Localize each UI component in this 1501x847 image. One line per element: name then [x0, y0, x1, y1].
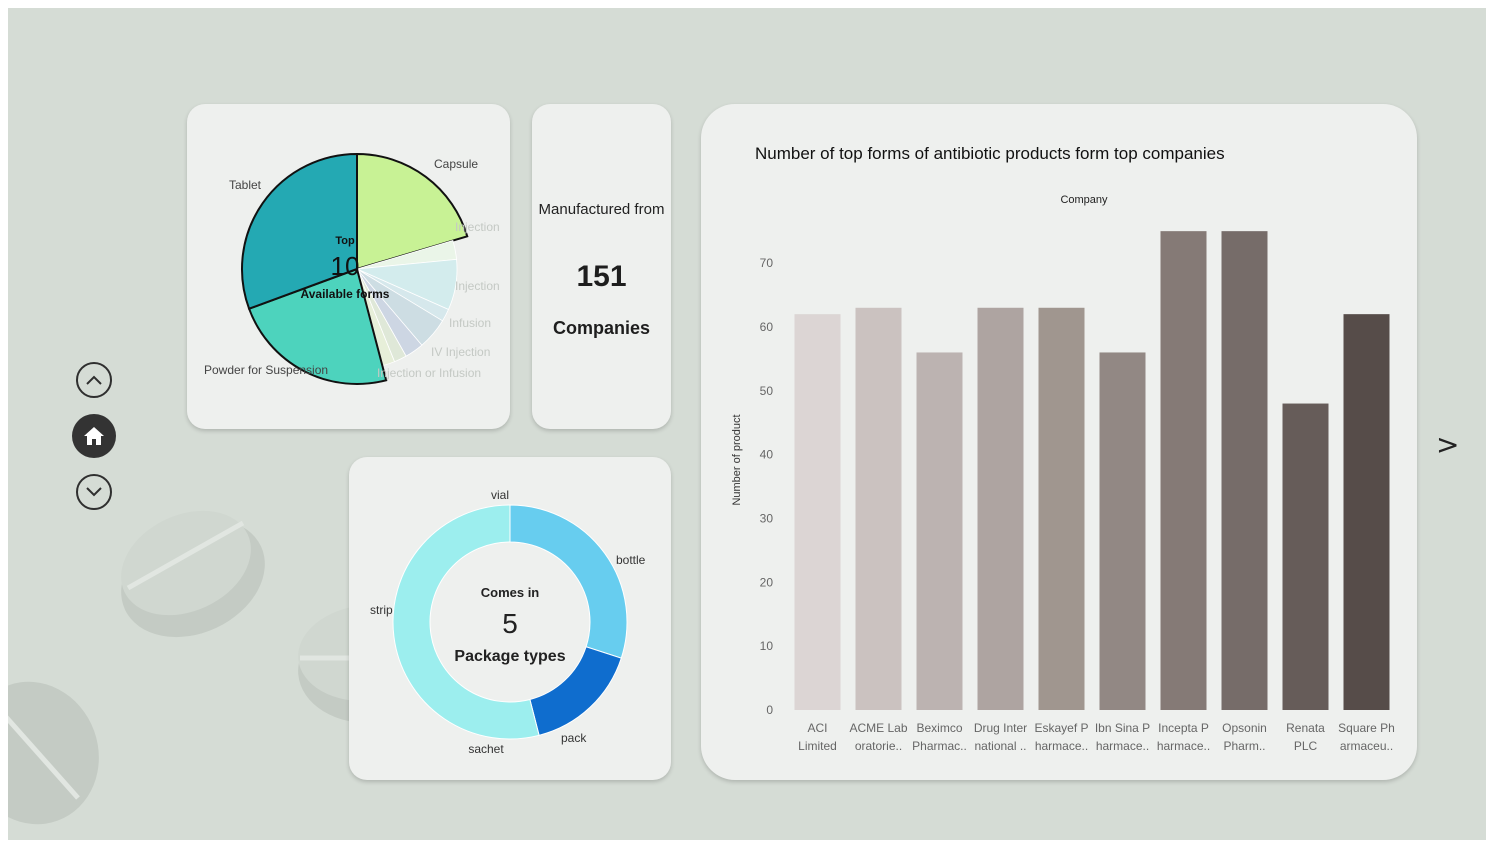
company-tick-label: Opsonin [1222, 721, 1267, 735]
company-tick-label: Incepta P [1158, 721, 1209, 735]
company-bar[interactable] [977, 307, 1024, 710]
company-tick-label: Square Ph [1338, 721, 1395, 735]
companies-intro-text: Manufactured from [538, 201, 665, 218]
pie-slice-label: Injection or Infusion [377, 366, 481, 380]
donut-slice-label: vial [491, 488, 509, 502]
company-bar[interactable] [855, 307, 902, 710]
package-subtitle: Package types [454, 648, 565, 665]
company-tick-label: Eskayef P [1034, 721, 1088, 735]
company-tick-label: oratorie.. [855, 739, 902, 753]
next-page-button[interactable]: > [1436, 428, 1460, 461]
pie-slice-label: IV Injection [431, 345, 490, 359]
dashboard-canvas: Capsule Injection Injection Infusion IV Inje… [8, 8, 1486, 840]
forms-pie-chart[interactable]: Capsule Injection Injection Infusion IV Inje… [187, 104, 510, 429]
forms-count: 10 [331, 251, 360, 281]
donut-slice-label: strip [370, 603, 393, 617]
package-comes-in-label: Comes in [481, 585, 540, 600]
company-tick-label: Beximco [916, 721, 962, 735]
donut-slice[interactable] [509, 504, 628, 659]
home-icon [84, 427, 104, 445]
y-tick-label: 0 [766, 703, 773, 717]
company-tick-label: harmace.. [1096, 739, 1149, 753]
y-tick-label: 70 [760, 256, 774, 270]
y-tick-label: 40 [760, 448, 774, 462]
scroll-down-button[interactable] [76, 474, 112, 510]
company-tick-label: ACME Lab [849, 721, 907, 735]
bar-chart-y-axis-title: Number of product [731, 414, 743, 505]
company-tick-label: national .. [974, 739, 1026, 753]
company-bar[interactable] [1221, 231, 1268, 710]
y-tick-label: 10 [760, 639, 774, 653]
company-tick-label: Ibn Sina P [1095, 721, 1150, 735]
company-tick-label: Pharm.. [1223, 739, 1265, 753]
pie-slice-label: Powder for Suspension [204, 363, 328, 377]
company-bar[interactable] [1160, 231, 1207, 710]
pie-slice-label: Tablet [229, 178, 262, 192]
company-bar[interactable] [916, 352, 963, 710]
company-bar[interactable] [1099, 352, 1146, 710]
companies-card: Manufactured from 151 Companies [532, 104, 671, 429]
pie-slice[interactable] [356, 152, 469, 271]
chevron-down-icon [86, 487, 102, 497]
company-bar[interactable] [1038, 307, 1085, 710]
company-bar[interactable] [1343, 314, 1390, 710]
y-tick-label: 60 [760, 320, 774, 334]
company-tick-label: armaceu.. [1340, 739, 1393, 753]
company-tick-label: PLC [1294, 739, 1318, 753]
forms-card: Capsule Injection Injection Infusion IV Inje… [187, 104, 510, 429]
donut-slice-label: sachet [468, 742, 504, 756]
forms-subtitle: Available forms [301, 287, 390, 301]
pie-slice[interactable] [247, 267, 388, 385]
company-tick-label: Limited [798, 739, 837, 753]
scroll-up-button[interactable] [76, 362, 112, 398]
company-tick-label: Drug Inter [974, 721, 1027, 735]
y-tick-label: 50 [760, 384, 774, 398]
company-bar[interactable] [794, 314, 841, 710]
donut-slice[interactable] [392, 504, 540, 740]
company-tick-label: harmace.. [1157, 739, 1210, 753]
company-bar-card: Number of top forms of antibiotic produc… [701, 104, 1417, 780]
pie-slice-label: Capsule [434, 157, 478, 171]
company-tick-label: Pharmac.. [912, 739, 967, 753]
donut-slice-label: pack [561, 731, 587, 745]
company-bar[interactable] [1282, 403, 1329, 710]
company-tick-label: Renata [1286, 721, 1325, 735]
chevron-up-icon [86, 375, 102, 385]
home-button[interactable] [72, 414, 116, 458]
companies-label: Companies [552, 318, 651, 338]
bar-chart-column-header: Company [1060, 194, 1108, 206]
pie-slice-label: Infusion [449, 316, 491, 330]
y-tick-label: 30 [760, 511, 774, 525]
bar-chart-title: Number of top forms of antibiotic produc… [755, 144, 1225, 163]
package-donut-chart[interactable]: bottle pack sachet strip vial Comes in 5 Pac… [349, 457, 671, 780]
company-bar-chart[interactable]: Number of top forms of antibiotic produc… [701, 104, 1417, 780]
pie-slice[interactable] [241, 152, 358, 311]
company-tick-label: harmace.. [1035, 739, 1088, 753]
y-tick-label: 20 [760, 575, 774, 589]
package-count: 5 [502, 608, 518, 639]
company-tick-label: ACI [807, 721, 827, 735]
companies-count: 151 [576, 260, 627, 293]
pie-slice-label: Injection [455, 279, 500, 293]
donut-slice-label: bottle [616, 553, 646, 567]
package-card: bottle pack sachet strip vial Comes in 5 Pac… [349, 457, 671, 780]
pie-slice-label: Injection [455, 220, 500, 234]
forms-top-label: Top [335, 235, 355, 247]
